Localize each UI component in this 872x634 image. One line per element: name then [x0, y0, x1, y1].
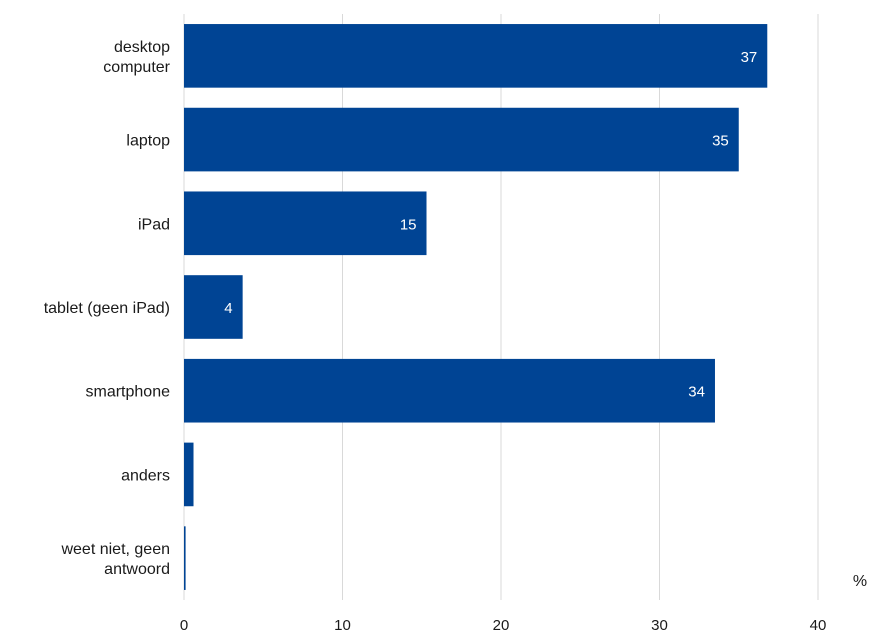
x-axis-unit-label: % [853, 573, 867, 590]
bar-value-label: 15 [400, 216, 417, 233]
category-labels: desktop computer laptop iPad tablet (geen iP… [44, 39, 171, 578]
category-label: desktop computer [103, 39, 170, 76]
x-tick-label: 40 [810, 617, 827, 634]
bar [184, 191, 427, 256]
bar [184, 24, 768, 88]
bar-value-label: 34 [688, 384, 705, 401]
category-label: tablet (geen iPad) [44, 300, 170, 317]
bar [184, 526, 186, 590]
x-tick-label: 10 [334, 617, 351, 634]
data-labels: 37 35 15 4 34 [224, 49, 757, 401]
category-label: smartphone [86, 384, 171, 401]
bars [184, 24, 768, 590]
category-label: laptop [126, 133, 170, 150]
bar [184, 275, 243, 339]
bar [184, 358, 715, 423]
bar-value-label: 37 [741, 49, 758, 66]
x-axis-tick-labels: 0 10 20 30 40 [180, 617, 827, 634]
category-label: iPad [138, 216, 170, 233]
bar-value-label: 4 [224, 300, 232, 317]
bar [184, 442, 194, 507]
gridlines [183, 14, 819, 600]
x-tick-label: 30 [651, 617, 668, 634]
bar-value-label: 35 [712, 133, 729, 150]
bar [184, 107, 739, 172]
x-tick-label: 20 [493, 617, 510, 634]
category-label: anders [121, 467, 170, 484]
category-label: weet niet, geen antwoord [60, 541, 170, 578]
x-tick-label: 0 [180, 617, 188, 634]
